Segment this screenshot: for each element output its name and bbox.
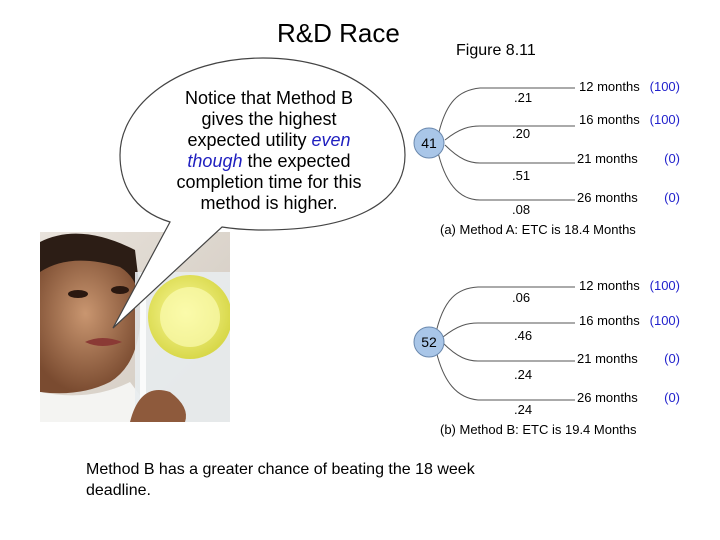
branch-utility: (100) xyxy=(650,112,680,127)
branch-probability: .21 xyxy=(514,90,532,105)
bubble-text-part1: Notice that Method B gives the highest e… xyxy=(184,88,354,150)
tree-method-b: 52 12 months (100) .06 16 months (100) .… xyxy=(413,278,680,437)
branch-utility: (0) xyxy=(664,390,680,405)
speech-bubble-shape xyxy=(112,57,406,329)
branch-probability: .51 xyxy=(512,168,530,183)
figure-label: Figure 8.11 xyxy=(456,42,536,59)
tree-caption: (a) Method A: ETC is 18.4 Months xyxy=(440,222,636,237)
branch-outcome: 12 months xyxy=(579,278,640,293)
branch-line xyxy=(434,286,575,338)
branch-outcome: 12 months xyxy=(579,79,640,94)
bubble-text-emphasis: even though xyxy=(187,130,351,171)
branch-line xyxy=(436,87,575,142)
branch-outcome: 16 months xyxy=(579,112,640,127)
branch-probability: .46 xyxy=(514,328,532,343)
branch-utility: (0) xyxy=(664,351,680,366)
branch-line xyxy=(444,144,575,164)
chance-node xyxy=(413,326,445,358)
branch-utility: (100) xyxy=(650,278,680,293)
speech-bubble-text: Notice that Method B gives the highest e… xyxy=(163,88,375,214)
branch-line xyxy=(442,342,575,362)
node-value: 52 xyxy=(421,334,437,350)
branch-probability: .24 xyxy=(514,367,532,382)
branch-line xyxy=(434,345,575,401)
branch-line xyxy=(444,125,575,141)
bubble-text-part2: the expected completion time for this me… xyxy=(176,151,362,213)
tree-caption: (b) Method B: ETC is 19.4 Months xyxy=(440,422,637,437)
branch-line xyxy=(436,147,575,201)
slide-title: R&D Race xyxy=(277,18,400,48)
branch-line xyxy=(442,322,575,338)
scientist-photo xyxy=(40,232,230,422)
branch-utility: (0) xyxy=(664,190,680,205)
branch-outcome: 21 months xyxy=(577,351,638,366)
branch-utility: (100) xyxy=(650,313,680,328)
branch-utility: (100) xyxy=(650,79,680,94)
branch-outcome: 26 months xyxy=(577,190,638,205)
node-value: 41 xyxy=(421,135,437,151)
branch-outcome: 16 months xyxy=(579,313,640,328)
branch-outcome: 26 months xyxy=(577,390,638,405)
branch-probability: .20 xyxy=(512,126,530,141)
branch-outcome: 21 months xyxy=(577,151,638,166)
tree-method-a: 41 12 months (100) .21 16 months (100) .… xyxy=(413,79,680,237)
bottom-note: Method B has a greater chance of beating… xyxy=(86,461,475,499)
branch-utility: (0) xyxy=(664,151,680,166)
chance-node xyxy=(413,127,445,159)
branch-probability: .06 xyxy=(512,290,530,305)
branch-probability: .08 xyxy=(512,202,530,217)
branch-probability: .24 xyxy=(514,402,532,417)
